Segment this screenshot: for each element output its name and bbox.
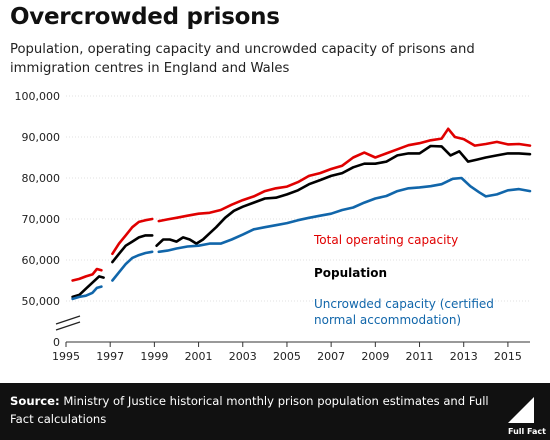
series-0-segment-2 <box>157 127 532 223</box>
series-labels: Total operating capacity Population Uncrow… <box>313 233 494 327</box>
y-tick-label: 70,000 <box>22 213 61 226</box>
x-tick-label: 2007 <box>317 350 345 363</box>
x-tick-label: 2009 <box>361 350 389 363</box>
full-fact-logo-icon <box>508 397 534 423</box>
x-tick-label: 2005 <box>273 350 301 363</box>
source-label: Source: <box>10 394 60 408</box>
series-label-1: Population <box>314 266 387 280</box>
x-tick-label: 1997 <box>96 350 124 363</box>
line-chart: 0 50,000 60,000 70,000 80,000 90,000 100,000 1… <box>15 90 532 363</box>
series-label-0: Total operating capacity <box>313 233 458 247</box>
x-tick-label: 2001 <box>185 350 213 363</box>
y-tick-label: 50,000 <box>22 295 61 308</box>
page-title: Overcrowded prisons <box>10 4 280 30</box>
y-tick-label: 60,000 <box>22 254 61 267</box>
y-tick-label: 100,000 <box>15 90 61 103</box>
series-1-segment-0 <box>71 275 105 299</box>
source-text: Ministry of Justice historical monthly p… <box>10 394 489 426</box>
series-2-segment-2 <box>157 176 532 254</box>
series-0-segment-0 <box>71 267 103 282</box>
x-axis-ticks: 1995 1997 1999 2001 2003 2005 2007 2009 2011 2013… <box>52 342 522 363</box>
series-1-segment-2 <box>155 144 532 247</box>
series-label-2: Uncrowded capacity (certified normal acco… <box>314 297 494 327</box>
series-0-segment-1 <box>111 217 154 256</box>
logo-text: Full Fact <box>508 427 546 436</box>
axis-break <box>55 315 81 331</box>
axis-break-mark-1 <box>55 315 81 325</box>
source-note: Source: Ministry of Justice historical m… <box>10 392 490 428</box>
x-tick-label: 1999 <box>140 350 168 363</box>
series-2-segment-0 <box>71 285 103 301</box>
y-tick-label: 90,000 <box>22 131 61 144</box>
y-tick-label: 0 <box>53 336 60 349</box>
x-tick-label: 2015 <box>494 350 522 363</box>
x-tick-label: 2013 <box>450 350 478 363</box>
y-axis-ticks: 0 50,000 60,000 70,000 80,000 90,000 100,000 <box>15 90 61 349</box>
x-tick-label: 2011 <box>406 350 434 363</box>
axis-break-mark-2 <box>55 321 81 331</box>
x-tick-label: 2003 <box>229 350 257 363</box>
footer-bar: Source: Ministry of Justice historical m… <box>0 383 550 440</box>
series-lines <box>71 127 532 301</box>
x-tick-label: 1995 <box>52 350 80 363</box>
series-1-segment-1 <box>111 234 154 264</box>
page-subtitle: Population, operating capacity and uncro… <box>10 42 475 76</box>
y-tick-label: 80,000 <box>22 172 61 185</box>
series-2-segment-1 <box>111 250 154 282</box>
